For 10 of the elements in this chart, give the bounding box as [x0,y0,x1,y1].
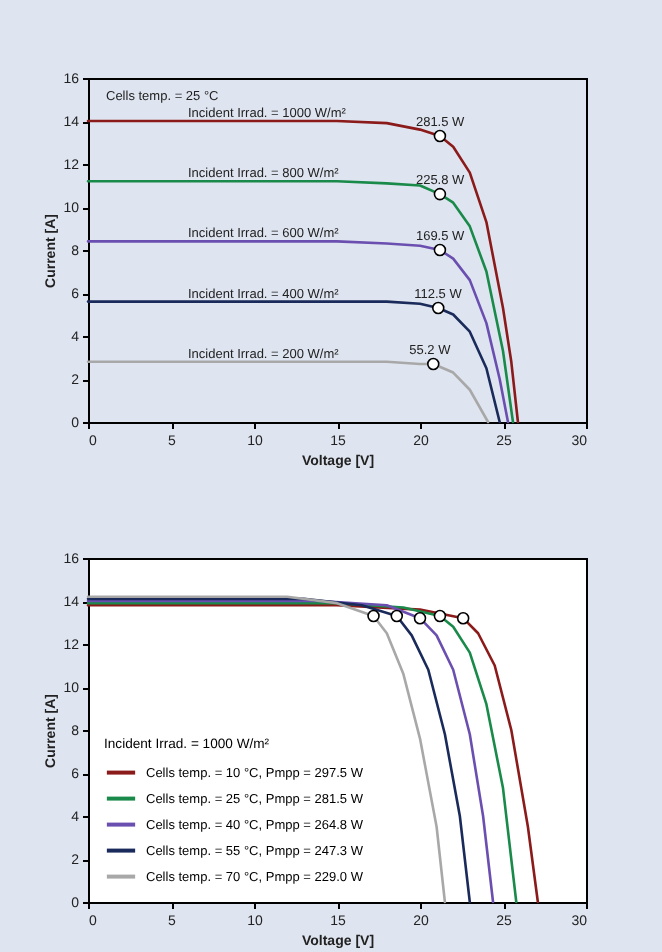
point [427,357,440,371]
point [431,301,445,315]
line-series [86,119,520,424]
line-series [86,360,490,424]
point [433,187,447,201]
line-series [86,300,501,424]
line-series [86,179,515,424]
point [433,243,447,257]
point [433,129,447,143]
line-series [86,240,510,424]
